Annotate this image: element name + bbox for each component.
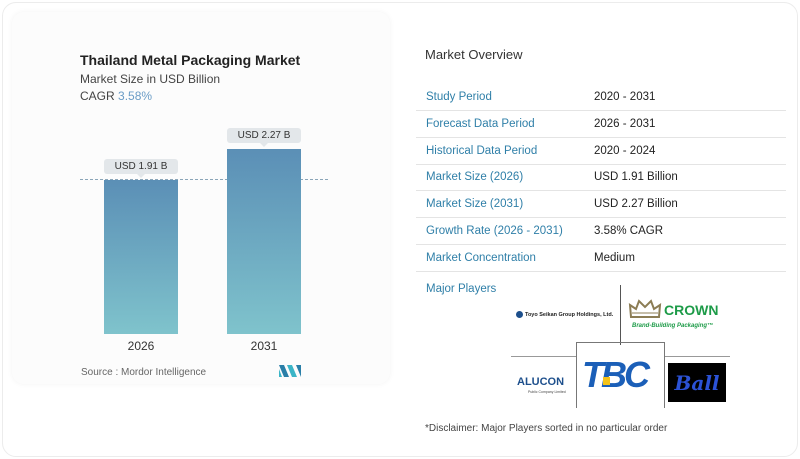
row-value: USD 2.27 Billion	[594, 198, 678, 210]
bar-2031	[227, 149, 301, 334]
row-value: 2020 - 2024	[594, 145, 656, 157]
tbc-frame	[576, 342, 665, 408]
overview-row: Market Size (2026) USD 1.91 Billion	[416, 164, 786, 191]
row-key: Historical Data Period	[426, 145, 538, 157]
cagr-value: 3.58%	[118, 89, 153, 103]
chart-card	[12, 12, 390, 384]
tbc-wordmark: TBC	[582, 354, 650, 395]
overview-row: Market Concentration Medium	[416, 245, 786, 272]
logo-ball: Ball	[668, 363, 726, 402]
mordor-logo-icon	[279, 365, 301, 377]
logo-toyo-seikan: Toyo Seikan Group Holdings, Ltd.	[516, 311, 613, 318]
source-text: Source : Mordor Intelligence	[81, 367, 207, 378]
x-label-2031: 2031	[250, 339, 278, 353]
crown-icon	[628, 299, 662, 318]
row-key: Market Size (2026)	[426, 171, 524, 183]
crown-wordmark: CROWN	[664, 302, 719, 318]
divider	[511, 356, 576, 357]
bar-2026	[104, 180, 178, 334]
row-value: 2026 - 2031	[594, 118, 656, 130]
divider	[620, 285, 621, 345]
row-value: 3.58% CAGR	[594, 225, 664, 237]
row-key: Growth Rate (2026 - 2031)	[426, 225, 563, 237]
crown-tagline: Brand-Building Packaging™	[632, 323, 714, 329]
reference-line	[80, 179, 328, 180]
row-value: USD 1.91 Billion	[594, 171, 678, 183]
row-key: Market Size (2031)	[426, 198, 524, 210]
overview-row: Market Size (2031) USD 2.27 Billion	[416, 191, 786, 218]
tbc-yellow-square	[603, 377, 610, 385]
bar-label-2026: USD 1.91 B	[104, 159, 178, 178]
overview-row: Forecast Data Period 2026 - 2031	[416, 111, 786, 138]
row-key: Study Period	[426, 91, 492, 103]
overview-row: Growth Rate (2026 - 2031) 3.58% CAGR	[416, 218, 786, 245]
toyo-globe-icon	[516, 311, 523, 318]
row-value: 2020 - 2031	[594, 91, 656, 103]
chart-title: Thailand Metal Packaging Market	[80, 52, 301, 68]
major-players-label: Major Players	[426, 283, 497, 295]
chart-subtitle: Market Size in USD Billion	[80, 72, 221, 86]
alucon-wordmark: ALUCON	[517, 376, 565, 388]
alucon-sub: Public Company Limited	[528, 390, 566, 394]
divider	[665, 356, 730, 357]
overview-row: Study Period 2020 - 2031	[416, 84, 786, 111]
row-value: Medium	[594, 252, 635, 264]
disclaimer: *Disclaimer: Major Players sorted in no …	[425, 423, 668, 434]
overview-row: Historical Data Period 2020 - 2024	[416, 138, 786, 165]
row-key: Forecast Data Period	[426, 118, 535, 130]
cagr-line: CAGR 3.58%	[80, 89, 152, 103]
overview-title: Market Overview	[425, 47, 523, 62]
cagr-label: CAGR	[80, 89, 115, 103]
bar-label-2031: USD 2.27 B	[227, 128, 301, 147]
row-key: Market Concentration	[426, 252, 536, 264]
x-label-2026: 2026	[127, 339, 155, 353]
